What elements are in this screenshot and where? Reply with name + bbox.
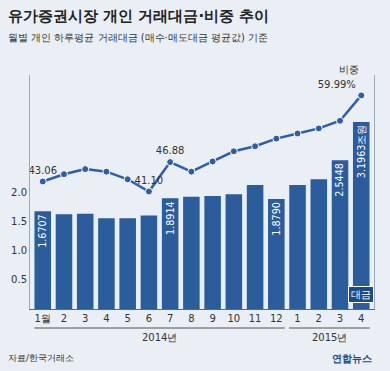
svg-text:유가증권시장 개인 거래대금·비중 추이: 유가증권시장 개인 거래대금·비중 추이	[8, 7, 269, 25]
svg-text:대금: 대금	[351, 289, 371, 300]
svg-text:1월: 1월	[35, 313, 51, 324]
svg-text:1.8914: 1.8914	[165, 201, 176, 235]
svg-text:41.10: 41.10	[135, 175, 164, 186]
svg-text:2: 2	[61, 313, 67, 324]
svg-text:자료/한국거래소: 자료/한국거래소	[8, 353, 74, 363]
svg-text:59.99%: 59.99%	[318, 79, 356, 90]
svg-text:0.5: 0.5	[11, 274, 27, 285]
svg-text:1.0: 1.0	[11, 245, 27, 256]
svg-text:3: 3	[337, 313, 343, 324]
svg-text:1.8790: 1.8790	[271, 202, 282, 236]
svg-text:4: 4	[358, 313, 364, 324]
svg-text:3: 3	[82, 313, 88, 324]
svg-text:8: 8	[188, 313, 194, 324]
svg-text:비중: 비중	[339, 64, 359, 75]
svg-text:2.0: 2.0	[11, 187, 27, 198]
svg-text:2.5448: 2.5448	[334, 163, 345, 197]
svg-text:2015년: 2015년	[312, 332, 347, 343]
svg-text:43.06: 43.06	[28, 165, 57, 176]
svg-text:연합뉴스: 연합뉴스	[332, 353, 372, 364]
svg-text:10: 10	[227, 313, 240, 324]
svg-text:4: 4	[103, 313, 109, 324]
svg-text:11: 11	[249, 313, 262, 324]
svg-text:12: 12	[270, 313, 283, 324]
svg-text:1.6707: 1.6707	[37, 214, 48, 248]
svg-text:46.88: 46.88	[156, 145, 185, 156]
svg-text:9: 9	[209, 313, 215, 324]
svg-text:월별 개인 하루평균 거래대금 (매수·매도대금 평균값): 월별 개인 하루평균 거래대금 (매수·매도대금 평균값) 기준	[8, 32, 268, 43]
svg-text:2014년: 2014년	[142, 332, 177, 343]
svg-text:2: 2	[316, 313, 322, 324]
svg-text:5: 5	[124, 313, 130, 324]
svg-text:1: 1	[294, 313, 300, 324]
svg-text:1.5: 1.5	[11, 216, 27, 227]
svg-text:3.1963조원: 3.1963조원	[356, 125, 367, 179]
svg-text:7: 7	[167, 313, 173, 324]
svg-text:6: 6	[146, 313, 152, 324]
